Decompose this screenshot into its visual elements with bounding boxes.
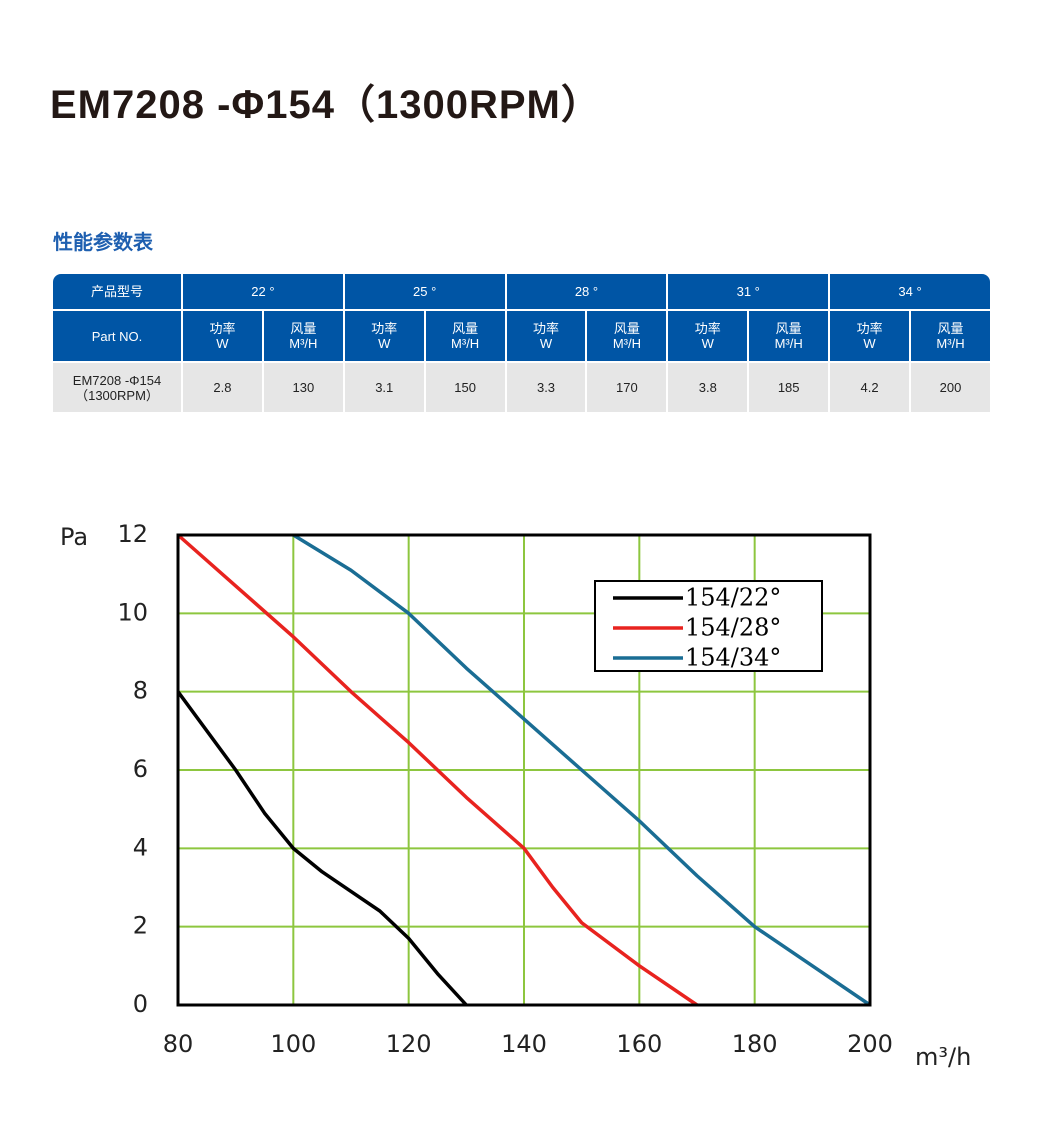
header-cell: 31 ° (668, 274, 829, 309)
x-tick-label: 180 (732, 1030, 778, 1058)
line-series (292, 533, 871, 1007)
subheader-unit: W (378, 336, 391, 351)
y-tick-label: 0 (133, 990, 148, 1018)
value-cell: 185 (749, 363, 829, 412)
chart: 80 100 120 140 160 180 200 0 2 4 6 8 10 12 Pa m³/h 154/2… (60, 520, 971, 1071)
x-tick-label: 140 (501, 1030, 547, 1058)
subheader-unit: M³/H (774, 336, 803, 351)
legend-label: 154/34° (685, 644, 781, 672)
y-tick-label: 4 (133, 833, 148, 861)
x-tick-label: 80 (163, 1030, 194, 1058)
subheader-name: 风量 (290, 321, 317, 336)
part-cell: EM7208 -Φ154 （1300RPM） (53, 363, 181, 412)
x-axis-label: m³/h (915, 1043, 971, 1071)
value-cell: 3.1 (344, 363, 424, 412)
section-title: 性能参数表 (53, 232, 153, 254)
header-row: 产品型号 22 ° 25 ° 28 ° 31 ° 34 ° (53, 274, 990, 309)
subheader-name: 风量 (613, 321, 640, 336)
value-cell: 170 (587, 363, 667, 412)
header-cell: 28 ° (506, 274, 667, 309)
subheader-unit: W (216, 336, 229, 351)
subheader-cell: 风量 M³/H (749, 311, 829, 361)
page-title: EM7208 -Φ154（1300RPM） (50, 83, 602, 127)
y-tick-label: 2 (133, 912, 148, 940)
x-tick-label: 160 (616, 1030, 662, 1058)
line-series (176, 690, 468, 1007)
line-series (176, 533, 698, 1007)
spec-table: 产品型号 22 ° 25 ° 28 ° 31 ° 34 ° Part NO. 功率 W 风量 M³/… (51, 272, 992, 414)
y-axis-label: Pa (60, 523, 88, 551)
subheader-name: 风量 (775, 321, 802, 336)
legend-box (594, 580, 823, 672)
subheader-name: 风量 (937, 321, 964, 336)
part-line: （1300RPM） (75, 387, 159, 403)
data-row: EM7208 -Φ154 （1300RPM） 2.8 130 3.1 150 3.3 170 3… (53, 363, 990, 412)
legend-label: 154/28° (685, 614, 781, 642)
y-tick-label: 6 (133, 755, 148, 783)
plot-frame (176, 533, 872, 1007)
header-cell: 22 ° (183, 274, 343, 309)
value-cell: 200 (911, 363, 990, 412)
subheader-name: 功率 (209, 321, 236, 336)
subheader-cell: 功率 W (344, 311, 424, 361)
subheader-cell: 风量 M³/H (263, 311, 343, 361)
y-tick-label: 12 (117, 520, 148, 548)
value-cell: 130 (263, 363, 343, 412)
subheader-cell: 功率 W (830, 311, 910, 361)
x-tick-label: 120 (386, 1030, 432, 1058)
subheader-name: 功率 (856, 321, 883, 336)
value-cell: 3.3 (506, 363, 586, 412)
value-cell: 3.8 (668, 363, 748, 412)
subheader-unit: W (701, 336, 714, 351)
subheader-cell: 风量 M³/H (587, 311, 667, 361)
subheader-name: 风量 (452, 321, 479, 336)
subheader-unit: W (863, 336, 876, 351)
legend-label: 154/22° (685, 584, 781, 612)
x-tick-label: 100 (270, 1030, 316, 1058)
subheader-cell: 风量 M³/H (911, 311, 990, 361)
subheader-unit: W (539, 336, 553, 351)
y-tick-label: 8 (133, 677, 148, 705)
header-cell: 产品型号 (53, 274, 181, 309)
subheader-name: 功率 (694, 321, 721, 336)
subheader-cell: 风量 M³/H (425, 311, 505, 361)
subheader-name: 功率 (371, 321, 398, 336)
header-cell: 34 ° (830, 274, 990, 309)
subheader-unit: M³/H (936, 336, 965, 351)
value-cell: 150 (425, 363, 505, 412)
subheader-cell: 功率 W (506, 311, 586, 361)
subheader-cell: 功率 W (668, 311, 748, 361)
part-line: EM7208 -Φ154 (72, 372, 162, 388)
header-cell: Part NO. (53, 311, 181, 361)
subheader-name: 功率 (533, 321, 560, 336)
value-cell: 4.2 (830, 363, 910, 412)
subheader-unit: M³/H (612, 336, 641, 351)
subheader-cell: 功率 W (183, 311, 262, 361)
value-cell: 2.8 (183, 363, 262, 412)
y-tick-label: 10 (117, 598, 148, 626)
subheader-row: Part NO. 功率 W 风量 M³/H 功率 W 风量 M³/H 功率 W 风量 M³/H 功率 W 风量… (53, 311, 990, 361)
header-cell: 25 ° (344, 274, 505, 309)
subheader-unit: M³/H (451, 336, 480, 351)
subheader-unit: M³/H (289, 336, 318, 351)
x-tick-label: 200 (847, 1030, 893, 1058)
